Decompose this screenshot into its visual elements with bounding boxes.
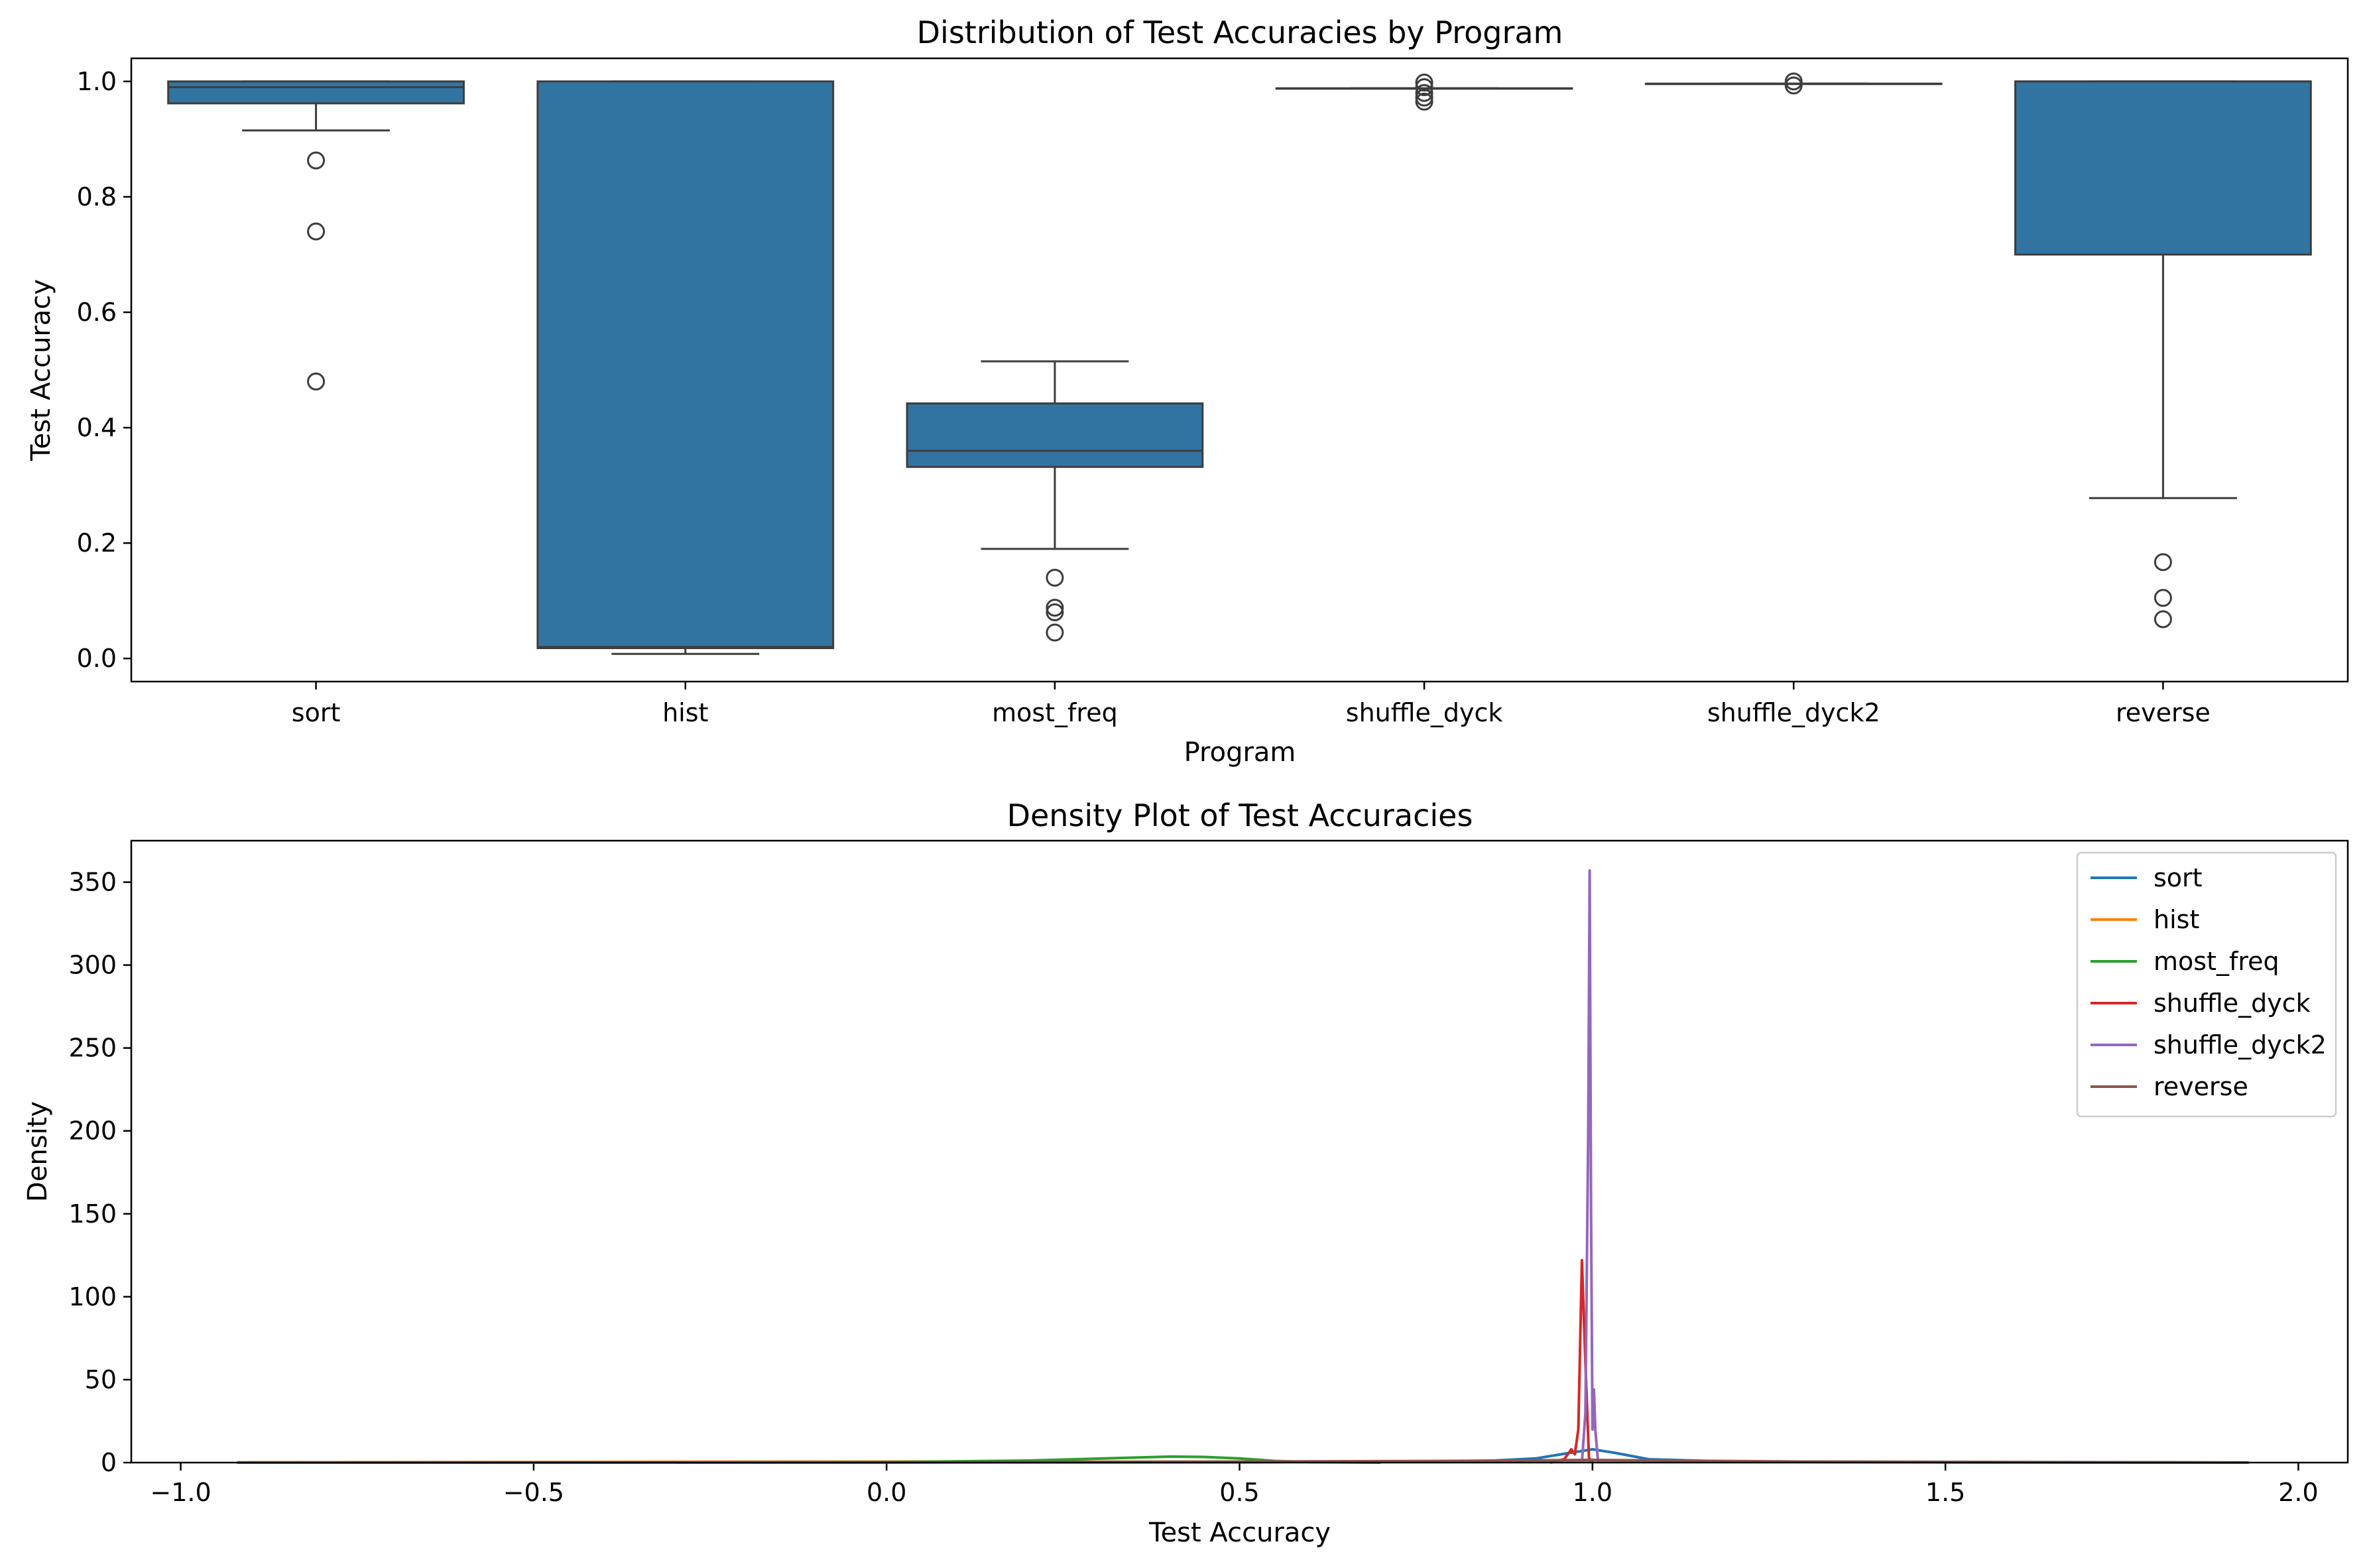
x-tick-label: hist (662, 698, 708, 727)
density-line-shuffle_dyck (1549, 1258, 1594, 1464)
box-shuffle_dyck (1275, 74, 1573, 111)
outlier-point (1415, 92, 1433, 111)
box-iqr (167, 80, 465, 105)
box-iqr (536, 80, 835, 650)
x-tick-label: sort (292, 698, 341, 727)
outlier-point (2154, 589, 2172, 607)
box-shuffle_dyck2 (1644, 72, 1943, 95)
outlier-point (1784, 76, 1803, 95)
box-plot-title: Distribution of Test Accuracies by Progr… (917, 15, 1563, 50)
x-tick-label: shuffle_dyck2 (1707, 698, 1880, 727)
outlier-point (1415, 84, 1433, 102)
x-tick-label: 1.0 (1573, 1478, 1612, 1507)
x-tick-label: 1.5 (1925, 1478, 1965, 1507)
box-plot-panel: Distribution of Test Accuracies by Progr… (26, 15, 2349, 768)
y-tick-label: 150 (68, 1199, 117, 1229)
box-most_freq (906, 360, 1204, 642)
density-plot-legend: sort hist most_freq shuffle_dyck shuffle_dyc… (2076, 851, 2337, 1118)
x-tick-label: −1.0 (150, 1478, 211, 1507)
legend-item-most_freq: most_freq (2091, 947, 2279, 976)
outlier-point (307, 151, 326, 170)
box-sort (167, 80, 465, 391)
density-plot-x-ticks: −1.0 −0.5 0.0 0.5 1.0 1.5 2.0 (150, 1463, 2319, 1507)
outlier-point (1046, 623, 1064, 642)
legend-item-shuffle_dyck: shuffle_dyck (2091, 989, 2311, 1018)
box-plot-y-label: Test Accuracy (26, 279, 56, 461)
density-plot-y-label: Density (23, 1101, 53, 1202)
density-plot-panel: Density Plot of Test Accuracies 0 50 100 15… (23, 798, 2349, 1548)
legend-item-reverse: reverse (2091, 1072, 2248, 1101)
x-tick-label: 2.0 (2278, 1478, 2318, 1507)
legend-label: shuffle_dyck2 (2154, 1030, 2327, 1059)
y-tick-label: 200 (68, 1116, 117, 1146)
x-tick-label: shuffle_dyck (1346, 698, 1503, 727)
density-plot-frame (130, 839, 2349, 1464)
box-reverse (2014, 80, 2312, 629)
legend-item-hist: hist (2091, 905, 2199, 934)
box-plot-x-label: Program (1184, 737, 1296, 768)
box-plot-boxes (167, 72, 2312, 655)
outlier-point (1046, 599, 1064, 617)
density-plot-y-ticks: 0 50 100 150 200 250 300 350 (68, 868, 131, 1477)
y-tick-label: 0.8 (77, 182, 117, 211)
y-tick-label: 0.4 (77, 413, 117, 442)
y-tick-label: 100 (68, 1282, 117, 1311)
outlier-point (1415, 78, 1433, 97)
box-iqr (2014, 80, 2312, 256)
legend-label: most_freq (2154, 947, 2279, 976)
legend-label: reverse (2154, 1072, 2248, 1101)
outlier-point (307, 372, 326, 391)
x-tick-label: reverse (2116, 698, 2211, 727)
outlier-point (1046, 603, 1064, 622)
outlier-point (1046, 568, 1064, 587)
x-tick-label: 0.5 (1219, 1478, 1259, 1507)
legend-item-sort: sort (2091, 863, 2203, 892)
box-hist (536, 80, 835, 655)
x-tick-label: −0.5 (503, 1478, 564, 1507)
box-plot-area (131, 58, 2348, 682)
y-tick-label: 0 (101, 1448, 117, 1477)
density-plot-area (131, 841, 2348, 1463)
y-tick-label: 0.2 (77, 528, 117, 558)
x-tick-label: most_freq (992, 698, 1118, 727)
y-tick-label: 250 (68, 1034, 117, 1063)
box-iqr (906, 402, 1204, 468)
density-line-shuffle_dyck2 (1580, 869, 1600, 1463)
legend-label: shuffle_dyck (2154, 989, 2311, 1018)
legend-label: hist (2154, 905, 2199, 934)
y-tick-label: 300 (68, 951, 117, 980)
y-tick-label: 350 (68, 868, 117, 897)
legend-item-shuffle_dyck2: shuffle_dyck2 (2091, 1030, 2327, 1059)
y-tick-label: 0.0 (77, 644, 117, 673)
outlier-point (307, 222, 326, 241)
outlier-point (2154, 553, 2172, 572)
box-plot-frame (130, 57, 2349, 683)
y-tick-label: 50 (85, 1365, 117, 1394)
density-plot-title: Density Plot of Test Accuracies (1007, 798, 1473, 833)
outlier-point (2154, 610, 2172, 629)
legend-box (2076, 851, 2337, 1118)
y-tick-label: 0.6 (77, 298, 117, 327)
density-plot-x-label: Test Accuracy (1148, 1518, 1331, 1548)
box-plot-y-ticks: 0.0 0.2 0.4 0.6 0.8 1.0 (77, 67, 131, 673)
legend-label: sort (2154, 863, 2203, 892)
box-plot-x-ticks: sort hist most_freq shuffle_dyck shuffle_dyc… (292, 682, 2211, 727)
x-tick-label: 0.0 (867, 1478, 906, 1507)
y-tick-label: 1.0 (77, 67, 117, 96)
